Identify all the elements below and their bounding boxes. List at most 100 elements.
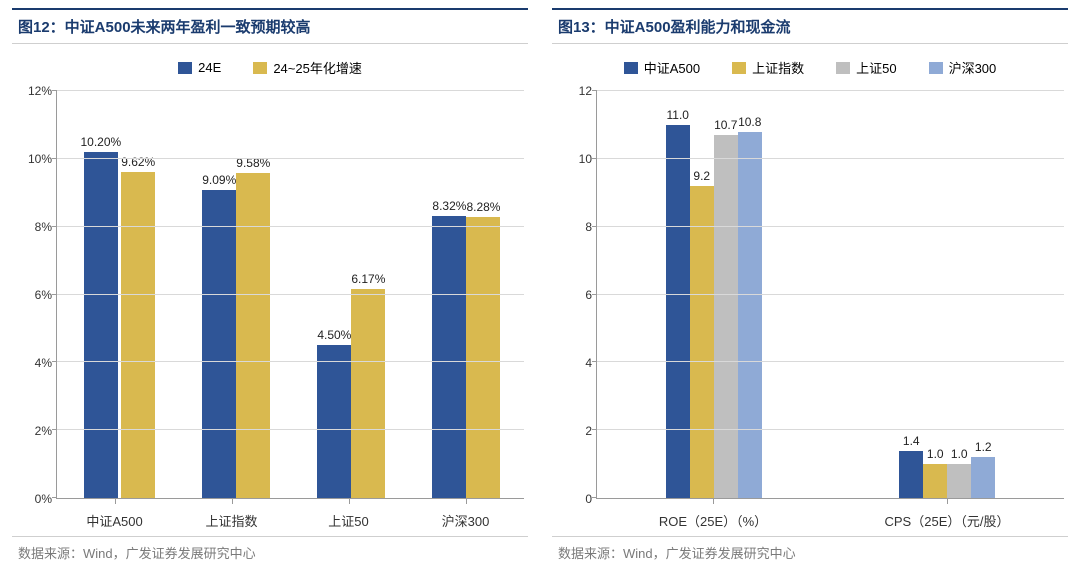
bar [947, 464, 971, 498]
bar-wrap: 4.50% [317, 91, 351, 498]
plot-right: 024681012 11.09.210.710.81.41.01.01.2 [556, 91, 1064, 499]
bar [236, 173, 270, 498]
bar [666, 125, 690, 498]
bar-wrap: 1.0 [947, 91, 971, 498]
bar-wrap: 8.32% [432, 91, 466, 498]
bar-value-label: 10.7 [714, 118, 737, 132]
xaxis-label: 上证指数 [173, 511, 290, 530]
bar-value-label: 1.4 [903, 434, 920, 448]
plot-body-right: 11.09.210.710.8 1.4 1.0 1.0 1.2 [596, 91, 1064, 499]
legend-label: 24~25年化增速 [273, 58, 362, 77]
chart-right: 中证A500上证指数上证50沪深300 024681012 11.09.210.… [552, 44, 1068, 536]
gridline [57, 90, 524, 91]
ytick-mark [52, 226, 57, 227]
legend-right: 中证A500 上证指数 上证50 沪深300 [556, 54, 1064, 91]
bar-wrap: 9.09% [202, 91, 236, 498]
legend-item: 上证50 [836, 58, 896, 77]
ytick-label: 12 [579, 84, 592, 98]
ytick-label: 12% [28, 84, 52, 98]
bar-group: 8.32%8.28% [432, 91, 500, 498]
bar-value-label: 8.28% [466, 200, 500, 214]
bar-wrap: 10.8 [738, 91, 762, 498]
bar [690, 186, 714, 498]
bar-value-label: 10.8 [738, 115, 761, 129]
legend-swatch [929, 62, 943, 74]
bar [202, 190, 236, 498]
ytick-mark [52, 158, 57, 159]
xaxis-label: CPS（25E）（元/股） [830, 511, 1064, 530]
ytick-mark [52, 361, 57, 362]
ytick-label: 6% [35, 288, 52, 302]
chart-title-left: 图12：中证A500未来两年盈利一致预期较高 [12, 8, 528, 44]
legend-label: 24E [198, 60, 221, 75]
bar-value-label: 1.0 [951, 447, 968, 461]
bar [121, 172, 155, 498]
xaxis-right: ROE（25E）（%）CPS（25E）（元/股） [596, 499, 1064, 530]
xaxis-left: 中证A500上证指数上证50沪深300 [56, 499, 524, 530]
bar-wrap: 1.0 [923, 91, 947, 498]
ytick-mark [592, 158, 597, 159]
legend-swatch [836, 62, 850, 74]
ytick-label: 4% [35, 356, 52, 370]
ytick-label: 4 [585, 356, 592, 370]
ytick-label: 0% [35, 492, 52, 506]
bar-value-label: 1.0 [927, 447, 944, 461]
bar-groups-left: 10.20%9.62% 9.09%9.58% 4.50%6.17% 8.32%8.28… [57, 91, 524, 498]
bar-groups-right: 11.09.210.710.8 1.4 1.0 1.0 1.2 [597, 91, 1064, 498]
chart-title-right: 图13：中证A500盈利能力和现金流 [552, 8, 1068, 44]
legend-item: 24~25年化增速 [253, 58, 362, 77]
gridline [597, 361, 1064, 362]
bar-wrap: 10.7 [714, 91, 738, 498]
ytick-label: 2 [585, 424, 592, 438]
bar-group: 11.09.210.710.8 [666, 91, 762, 498]
ytick-mark [52, 429, 57, 430]
yaxis-left: 0%2%4%6%8%10%12% [16, 91, 56, 499]
gridline [57, 429, 524, 430]
panel-left: 图12：中证A500未来两年盈利一致预期较高 24E24~25年化增速 0%2%… [12, 8, 528, 562]
bar [971, 457, 995, 498]
bar-wrap: 8.28% [466, 91, 500, 498]
bar-value-label: 8.32% [432, 199, 466, 213]
bar [714, 135, 738, 498]
ytick-mark [592, 90, 597, 91]
legend-label: 沪深300 [949, 58, 997, 77]
chart-footer-right: 数据来源：Wind，广发证券发展研究中心 [552, 536, 1068, 562]
gridline [57, 226, 524, 227]
ytick-mark [52, 90, 57, 91]
xaxis-label: 中证A500 [56, 511, 173, 530]
bar [466, 217, 500, 498]
ytick-mark [592, 226, 597, 227]
ytick-label: 8% [35, 220, 52, 234]
gridline [597, 90, 1064, 91]
bar-value-label: 1.2 [975, 440, 992, 454]
xaxis-label: 上证50 [290, 511, 407, 530]
ytick-label: 0 [585, 492, 592, 506]
bar [351, 289, 385, 498]
legend-label: 上证指数 [752, 58, 804, 77]
chart-footer-left: 数据来源：Wind，广发证券发展研究中心 [12, 536, 528, 562]
ytick-mark [52, 294, 57, 295]
bar-wrap: 11.0 [666, 91, 690, 498]
yaxis-right: 024681012 [556, 91, 596, 499]
panel-right: 图13：中证A500盈利能力和现金流 中证A500 上证指数 上证50 沪深300 0… [552, 8, 1068, 562]
legend-label: 上证50 [856, 58, 896, 77]
chart-left: 24E24~25年化增速 0%2%4%6%8%10%12% 10.20%9.62… [12, 44, 528, 536]
bar-group: 4.50%6.17% [317, 91, 385, 498]
xaxis-label: 沪深300 [407, 511, 524, 530]
bar-value-label: 9.09% [202, 173, 236, 187]
plot-left: 0%2%4%6%8%10%12% 10.20%9.62%9.09%9.58%4.… [16, 91, 524, 499]
legend-left: 24E 24~25年化增速 [16, 54, 524, 91]
bar-value-label: 9.62% [121, 155, 155, 169]
bar-group: 9.09%9.58% [202, 91, 270, 498]
xaxis-label: ROE（25E）（%） [596, 511, 830, 530]
bar-wrap: 6.17% [351, 91, 385, 498]
bar-wrap: 1.2 [971, 91, 995, 498]
gridline [57, 294, 524, 295]
bar [899, 451, 923, 498]
bar-value-label: 6.17% [351, 272, 385, 286]
bar-group: 10.20%9.62% [81, 91, 156, 498]
legend-label: 中证A500 [644, 58, 700, 77]
bar [84, 152, 118, 498]
legend-swatch [253, 62, 267, 74]
gridline [597, 429, 1064, 430]
